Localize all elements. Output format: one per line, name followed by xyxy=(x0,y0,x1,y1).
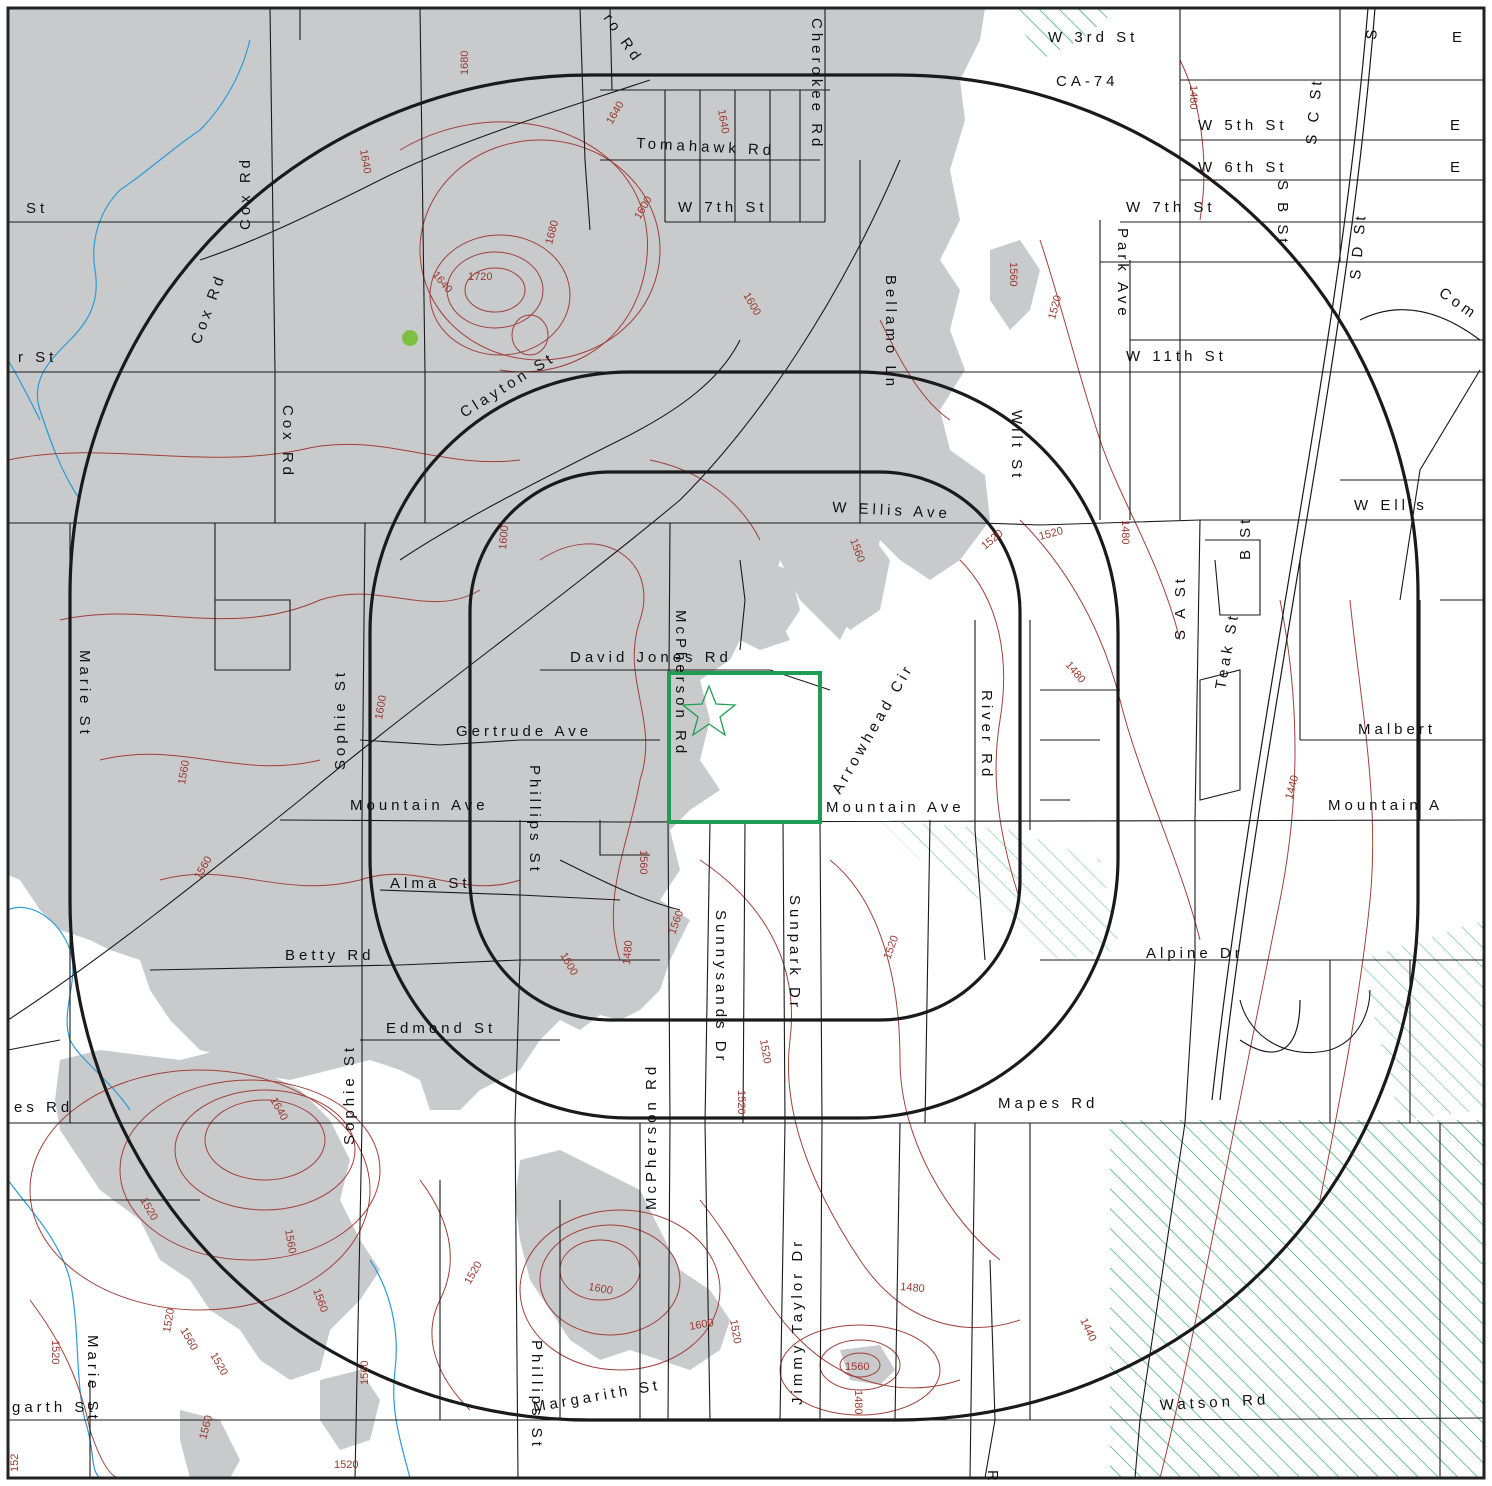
contour-label: 1480 xyxy=(1119,520,1131,544)
street-label: garth St xyxy=(12,1399,97,1416)
contour-label: 1600 xyxy=(497,525,511,550)
street-label: E xyxy=(1452,29,1466,46)
street-label: CA-74 xyxy=(1056,73,1119,90)
streams xyxy=(7,39,411,1479)
contour-label: 1680 xyxy=(459,51,471,75)
street-label: Gertrude Ave xyxy=(456,723,592,740)
street-label: Sunpark Dr xyxy=(786,895,803,1011)
street-label: Alpine Dr xyxy=(1146,945,1244,962)
street-label: W 3rd St xyxy=(1048,29,1138,46)
street-label: B St xyxy=(1237,516,1254,560)
street-label: W 7th St xyxy=(678,199,768,216)
buffer-rings xyxy=(68,73,1420,1422)
street-label: St xyxy=(26,200,48,217)
contour-lines xyxy=(7,59,1374,1479)
contour-label: 1560 xyxy=(176,759,192,785)
street-label: Malbert xyxy=(1358,721,1436,738)
contour-label: 1560 xyxy=(282,1228,298,1254)
contour-label: 1600 xyxy=(373,694,389,720)
contour-label: 1720 xyxy=(468,271,492,283)
contour-label: 1520 xyxy=(757,1038,773,1064)
contour-label: 1480 xyxy=(621,940,635,965)
street-label: E xyxy=(1450,117,1464,134)
street-label: W Ellis Ave xyxy=(832,499,951,522)
contour-label: 1520 xyxy=(727,1318,743,1344)
street-label: Sophie St xyxy=(341,1044,358,1145)
street-label: Wilt St xyxy=(1008,410,1025,481)
street-label: W 6th St xyxy=(1198,159,1288,176)
street-label: Sophie St xyxy=(332,669,349,770)
street-label: McPherson Rd xyxy=(643,1063,660,1210)
star-icon[interactable] xyxy=(681,684,737,737)
street-label: Mountain Ave xyxy=(350,797,489,814)
contour-label: 1600 xyxy=(587,1281,613,1297)
street-label: r St xyxy=(18,349,57,366)
contour-label: 1560 xyxy=(1007,262,1019,286)
buffer-ring-outer xyxy=(68,73,1420,1422)
street-label: W 7th St xyxy=(1126,199,1216,216)
site-boundary[interactable] xyxy=(667,671,822,824)
street-label: Marie St xyxy=(76,650,93,738)
contour-label: 1560 xyxy=(637,850,649,874)
street-label: Cox Rd xyxy=(237,156,254,230)
map-frame xyxy=(6,6,1486,1480)
street-label: River Rd xyxy=(978,690,995,780)
street-label: Phillips St xyxy=(526,765,543,875)
contour-label: 1640 xyxy=(357,148,373,174)
street-label: Bellamo Ln xyxy=(882,275,899,390)
street-label: W Ellis xyxy=(1354,497,1428,514)
roads xyxy=(7,7,1485,1479)
contour-label: 1480 xyxy=(1187,85,1199,109)
street-label: W 11th St xyxy=(1126,348,1227,365)
street-label: Betty Rd xyxy=(285,947,375,964)
buffer-ring-inner xyxy=(468,470,1022,1022)
hatched-zone xyxy=(880,8,1484,1478)
street-label: S A St xyxy=(1172,575,1189,640)
street-label: S D St xyxy=(1347,212,1370,281)
buffer-ring-middle xyxy=(368,370,1120,1120)
street-label: Mountain A xyxy=(1328,797,1443,814)
dot-icon xyxy=(402,330,418,346)
contour-label: 1520 xyxy=(735,1090,747,1114)
contour-label: 1520 xyxy=(334,1459,358,1471)
contour-label: 1520 xyxy=(161,1307,177,1333)
street-label: S xyxy=(1363,25,1381,40)
street-label: Watson Rd xyxy=(1159,1391,1269,1414)
contour-label: 1480 xyxy=(900,1281,925,1295)
street-label: Edmond St xyxy=(386,1020,496,1037)
contour-label: 1560 xyxy=(845,1361,869,1373)
street-label: Marie St xyxy=(84,1335,101,1423)
street-label: David Jones Rd xyxy=(570,649,732,666)
contour-label: 1480 xyxy=(852,1390,864,1414)
street-label: E xyxy=(1450,159,1464,176)
street-label: Alma St xyxy=(390,875,471,892)
street-label: W 5th St xyxy=(1198,117,1288,134)
street-label: Cherokee Rd xyxy=(808,18,825,150)
street-label: Jimmy Taylor Dr xyxy=(789,1238,806,1405)
street-label: es Rd xyxy=(14,1099,73,1116)
contour-label: 1520 xyxy=(49,1340,61,1364)
street-label: Mapes Rd xyxy=(998,1095,1098,1112)
street-label: S C St xyxy=(1303,77,1326,146)
contour-label: 152 xyxy=(9,1454,21,1472)
railroad xyxy=(1211,7,1481,1101)
contour-label: 1640 xyxy=(715,108,731,134)
street-label: Park Ave xyxy=(1114,228,1131,320)
street-label: S B St xyxy=(1274,180,1291,247)
contour-label: 1600 xyxy=(688,1317,714,1333)
street-label: Mountain Ave xyxy=(826,799,965,816)
terrain-shading xyxy=(8,8,1040,1478)
street-label: Sunnysands Dr xyxy=(712,910,729,1065)
street-label: R xyxy=(984,1470,1001,1485)
street-label: McPherson Rd xyxy=(672,610,689,757)
contour-label: 1560 xyxy=(359,1361,371,1385)
street-label: Cox Rd xyxy=(279,405,296,479)
street-label: Phillips St xyxy=(528,1340,545,1450)
